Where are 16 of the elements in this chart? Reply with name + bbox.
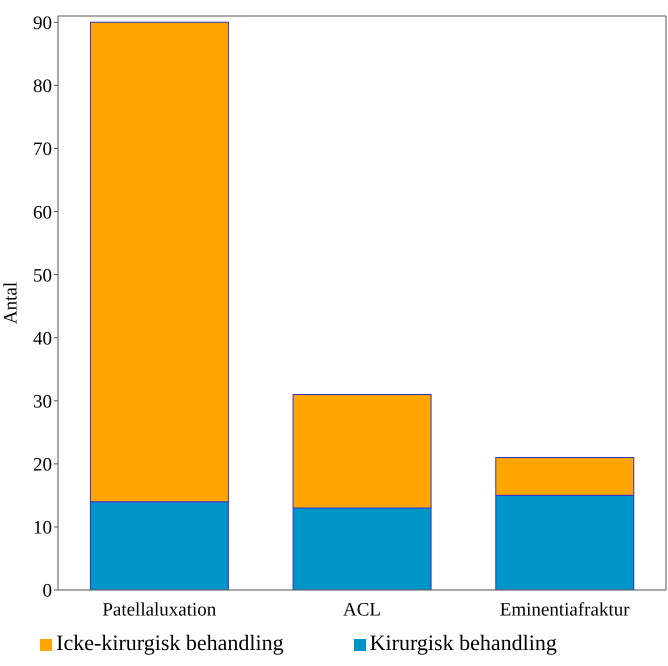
y-tick-label: 40 (33, 328, 52, 350)
y-tick-label: 30 (33, 392, 52, 413)
y-tick-label: 0 (42, 580, 52, 602)
x-tick-label: ACL (343, 599, 381, 620)
x-tick-label: Patellaluxation (102, 599, 217, 620)
y-tick-label: 80 (33, 76, 52, 98)
y-tick-label: 20 (33, 454, 52, 476)
legend-label: Icke-kirurgisk behandling (56, 630, 284, 655)
y-tick-label: 90 (33, 13, 52, 34)
y-tick-label: 50 (33, 265, 52, 286)
y-tick-label: 70 (33, 139, 52, 160)
x-tick-label: Eminentiafraktur (500, 599, 630, 620)
legend-label: Kirurgisk behandling (370, 630, 557, 655)
y-axis-title: Antal (0, 282, 22, 324)
y-tick-label: 60 (33, 202, 52, 224)
y-tick-label: 10 (33, 518, 52, 539)
